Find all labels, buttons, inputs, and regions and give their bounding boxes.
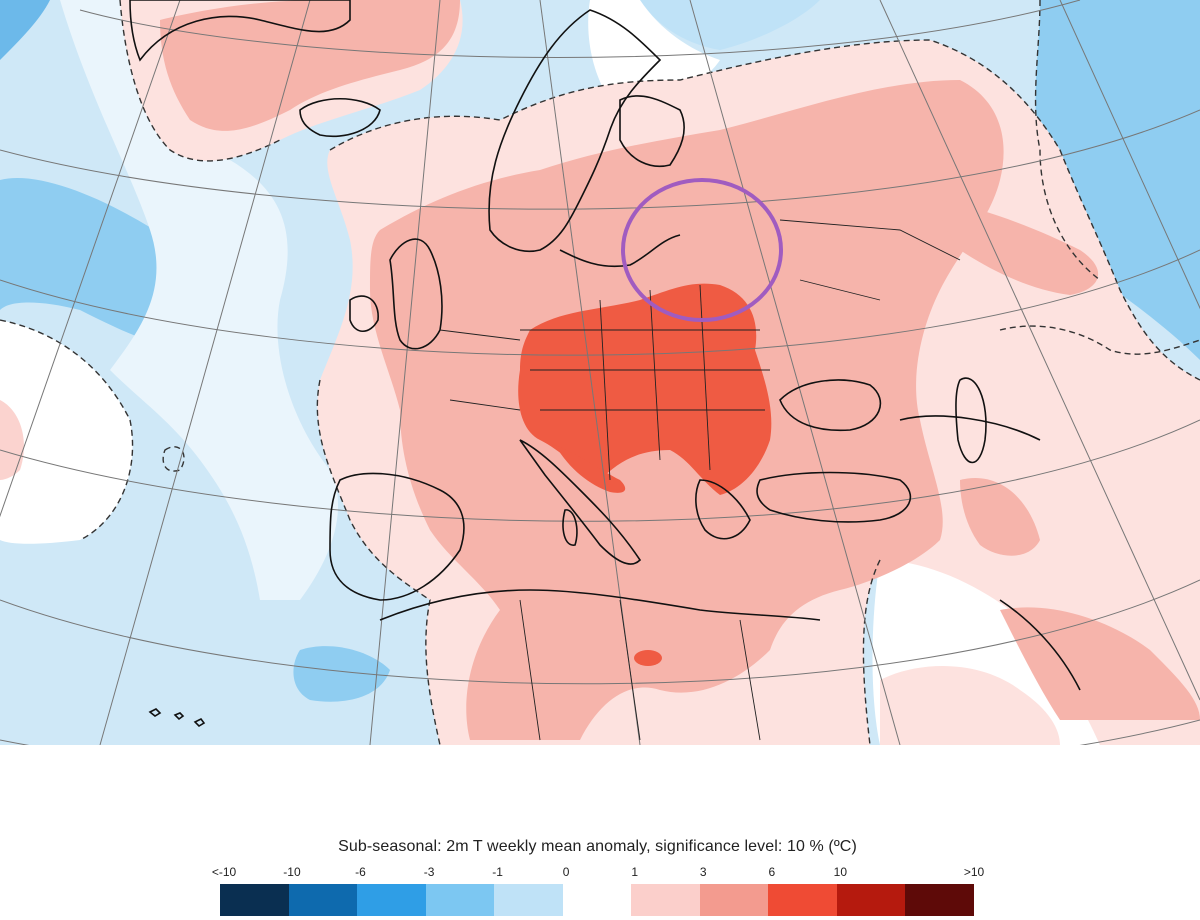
- map-title: Sub-seasonal: 2m T weekly mean anomaly, …: [338, 838, 857, 855]
- colorbar-tick-label: 3: [699, 865, 707, 879]
- colorbar: [220, 884, 975, 916]
- colorbar-tick-label: 0: [562, 865, 570, 879]
- colorbar-swatch: [562, 884, 632, 916]
- colorbar-tick-label: -6: [355, 865, 366, 879]
- colorbar-swatch: [905, 884, 975, 916]
- map-canvas: [0, 0, 1200, 745]
- colorbar-tick-label: >10: [963, 865, 985, 879]
- colorbar-tick-label: 6: [768, 865, 776, 879]
- colorbar-swatch: [220, 884, 289, 916]
- colorbar-tick-label: 10: [833, 865, 848, 879]
- colorbar-tick-label: <-10: [211, 865, 237, 879]
- coastlines: [129, 0, 1081, 728]
- colorbar-tick-label: -3: [423, 865, 435, 879]
- neutral-regions: [0, 0, 1100, 745]
- colorbar-swatch: [425, 884, 495, 916]
- graticule: [0, 0, 1200, 745]
- colorbar-swatch: [699, 884, 769, 916]
- colorbar-swatch: [768, 884, 837, 916]
- colorbar-tick-label: 1: [631, 865, 639, 879]
- colorbar-swatch: [357, 884, 426, 916]
- anomaly-map: [0, 0, 1200, 745]
- colorbar-swatch: [836, 884, 906, 916]
- colorbar-swatch: [288, 884, 358, 916]
- annotation-circle: [621, 178, 783, 322]
- country-borders: [439, 219, 961, 741]
- colorbar-swatch: [631, 884, 700, 916]
- colorbar-swatch: [494, 884, 563, 916]
- colorbar-tick-label: -10: [283, 865, 301, 879]
- colorbar-tick-label: -1: [492, 865, 503, 879]
